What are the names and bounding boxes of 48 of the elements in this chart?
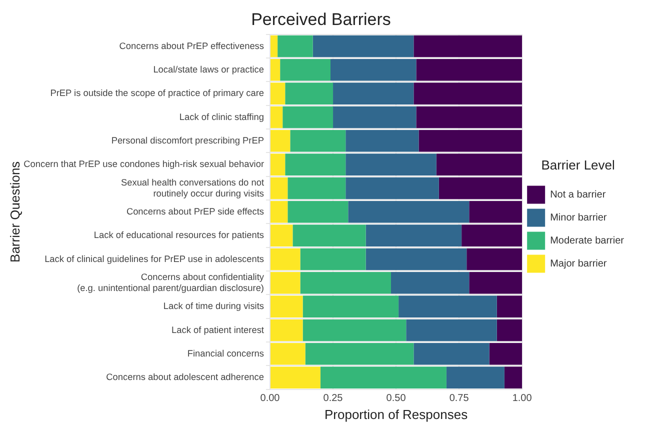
legend-label: Major barrier (550, 258, 608, 270)
chart-title: Perceived Barriers (251, 10, 391, 29)
x-tick-label: 0.25 (323, 393, 344, 404)
x-tick-label: 0.75 (449, 393, 470, 404)
bar (346, 177, 439, 200)
bar (270, 177, 288, 200)
y-tick-label: Concern that PrEP use condones high-risk sexual behavior (24, 159, 264, 170)
x-tick-label: 1.00 (512, 393, 532, 404)
x-tick-label: 0.50 (386, 393, 406, 404)
bar (270, 248, 300, 270)
y-tick-label: Concerns about confidentiality (e.g. unintentional parent/guardian disclosure) (77, 272, 264, 293)
bar (366, 248, 467, 270)
y-tick-label: Lack of educational resources for patients (94, 230, 264, 240)
y-tick-label: Lack of clinical guidelines for PrEP use in adolescents (44, 254, 264, 264)
bar (466, 248, 522, 270)
bar (270, 106, 283, 128)
bar (438, 177, 522, 200)
y-tick-label: Lack of time during visits (163, 301, 264, 312)
bar (496, 319, 522, 342)
x-tick-label: 0.00 (260, 393, 280, 404)
bar (270, 35, 278, 58)
y-tick-label: Personal discomfort prescribing PrEP (111, 135, 264, 146)
bar (270, 319, 303, 342)
y-tick-label: Concerns about adolescent adherence (106, 372, 264, 382)
bar (278, 35, 313, 58)
bar (416, 106, 522, 128)
legend-label: Not a barrier (550, 190, 606, 201)
y-tick-label: Concerns about PrEP side effects (126, 206, 264, 216)
y-tick-label: Lack of clinic staffing (179, 112, 264, 122)
legend-label: Minor barrier (550, 212, 608, 224)
bar (414, 35, 522, 58)
bar (333, 106, 416, 128)
bar (288, 177, 346, 200)
y-tick-label: Financial concerns (187, 348, 264, 358)
y-tick-label: Local/state laws or practice (153, 64, 264, 74)
y-tick-label: Lack of patient interest (172, 324, 264, 335)
x-axis-title: Proportion of Responses (324, 406, 468, 422)
bar (312, 35, 414, 58)
bar (406, 319, 497, 342)
y-axis-title: Barrier Questions (7, 160, 22, 262)
bar (302, 319, 406, 342)
y-tick-label: Concerns about PrEP effectiveness (119, 40, 264, 51)
y-tick-label: PrEP is outside the scope of practice of primary care (50, 88, 264, 98)
bar (300, 248, 366, 270)
y-tick-label: Sexual health conversations do not routinely occur during visits (120, 177, 264, 198)
bar (282, 106, 334, 128)
legend-label: Moderate barrier (550, 236, 625, 247)
legend-title: Barrier Level (541, 157, 615, 172)
